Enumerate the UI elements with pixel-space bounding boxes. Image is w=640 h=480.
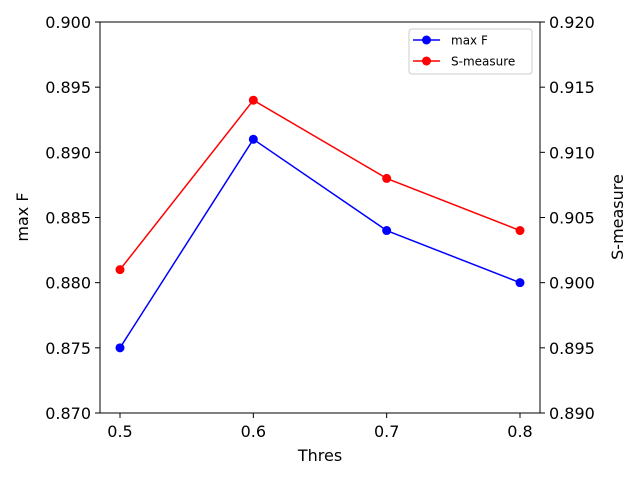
- left-y-axis-ticks: 0.870 0.875 0.880 0.885 0.890 0.895 0.900: [45, 13, 100, 423]
- right-y-tick-label: 0.900: [549, 274, 595, 293]
- max-f-data-point: [382, 226, 392, 236]
- s-measure-data-point: [248, 95, 258, 105]
- max-f-data-point: [115, 343, 125, 353]
- s-measure-series-line: [119, 99, 521, 271]
- right-y-tick-label: 0.915: [549, 78, 595, 97]
- s-measure-data-point: [382, 173, 392, 183]
- right-y-axis-ticks: 0.890 0.895 0.900 0.905 0.910 0.915 0.920: [540, 13, 595, 423]
- left-y-tick-label: 0.890: [45, 143, 91, 162]
- max-f-series-line: [119, 138, 521, 349]
- max-f-data-point: [248, 134, 258, 144]
- left-y-tick-label: 0.895: [45, 78, 91, 97]
- x-axis-ticks: 0.5 0.6 0.7 0.8: [107, 413, 533, 441]
- series-layer: [115, 95, 525, 353]
- right-y-tick-label: 0.905: [549, 209, 595, 228]
- plot-area: [99, 21, 541, 414]
- legend-marker-max-f: [422, 35, 431, 45]
- legend-label-s-measure: S-measure: [451, 55, 515, 69]
- x-tick-label: 0.5: [107, 422, 132, 441]
- legend-marker-s-measure: [422, 56, 431, 66]
- x-tick-label: 0.7: [374, 422, 399, 441]
- right-y-tick-label: 0.895: [549, 339, 595, 358]
- left-y-tick-label: 0.880: [45, 274, 91, 293]
- s-measure-data-point: [115, 265, 125, 275]
- left-y-tick-label: 0.885: [45, 209, 91, 228]
- right-y-tick-label: 0.910: [549, 143, 595, 162]
- x-axis-label: Thres: [297, 446, 342, 465]
- legend: max F S-measure: [408, 28, 533, 75]
- legend-label-max-f: max F: [451, 34, 488, 48]
- left-y-tick-label: 0.900: [45, 13, 91, 32]
- left-y-axis-label: max F: [13, 192, 32, 241]
- x-tick-label: 0.6: [241, 422, 266, 441]
- right-y-tick-label: 0.890: [549, 404, 595, 423]
- max-f-data-point: [515, 278, 525, 288]
- right-y-axis-label: S-measure: [608, 174, 627, 260]
- s-measure-data-point: [515, 226, 525, 236]
- left-y-tick-label: 0.870: [45, 404, 91, 423]
- right-y-tick-label: 0.920: [549, 13, 595, 32]
- x-tick-label: 0.8: [507, 422, 532, 441]
- left-y-tick-label: 0.875: [45, 339, 91, 358]
